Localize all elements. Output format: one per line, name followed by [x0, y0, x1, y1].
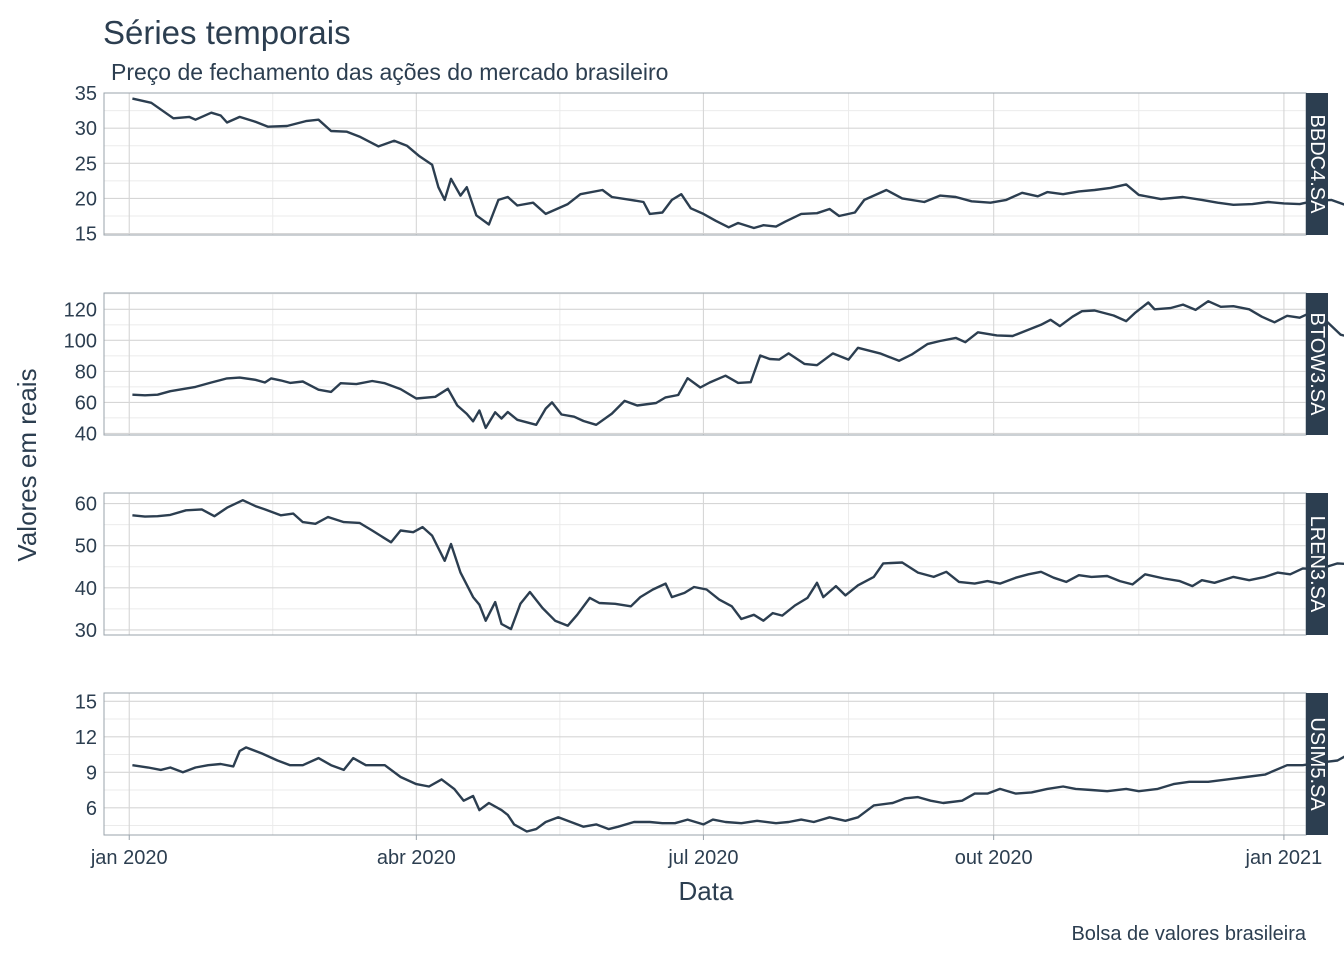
x-tick-label: out 2020 — [955, 847, 1033, 869]
facet-strip-label: BBDC4.SA — [1306, 115, 1328, 215]
y-tick-label: 60 — [75, 494, 97, 516]
x-tick-label: jan 2020 — [90, 847, 168, 869]
x-axis-ticks: jan 2020 abr 2020 jul 2020 out 2020 jan 2021 — [90, 835, 1322, 869]
x-tick-label: abr 2020 — [377, 847, 456, 869]
y-tick-label: 50 — [75, 536, 97, 558]
facet-strip — [1306, 293, 1328, 435]
facet-strip — [1306, 693, 1328, 835]
facet-strip-label: USIM5.SA — [1306, 717, 1328, 811]
y-tick-label: 30 — [75, 620, 97, 642]
x-tick-label: jan 2021 — [1245, 847, 1323, 869]
series-line — [132, 300, 1344, 430]
y-tick-label: 40 — [75, 578, 97, 600]
panel-border — [103, 292, 1307, 436]
panel-lren3-sa: 30 40 50 60 LREN3.SA — [75, 492, 1344, 642]
y-tick-label: 30 — [75, 118, 97, 140]
y-tick-label: 100 — [64, 330, 97, 352]
chart-title: Séries temporais — [103, 14, 351, 51]
y-tick-label: 15 — [75, 224, 97, 246]
x-tick-label: jul 2020 — [667, 847, 738, 869]
y-tick-label: 15 — [75, 691, 97, 713]
series-line — [132, 97, 1344, 230]
chart-subtitle: Preço de fechamento das ações do mercado… — [111, 59, 668, 85]
y-tick-label: 60 — [75, 392, 97, 414]
y-tick-label: 80 — [75, 361, 97, 383]
panel-usim5-sa: 6 9 12 15 USIM5.SA — [75, 691, 1344, 836]
panel-bbdc4-sa: 15 20 25 30 35 BBDC4.SA — [75, 83, 1344, 246]
y-tick-label: 35 — [75, 83, 97, 105]
series-line — [132, 746, 1344, 833]
y-tick-label: 25 — [75, 153, 97, 175]
y-tick-label: 20 — [75, 188, 97, 210]
y-axis-title: Valores em reais — [12, 368, 42, 561]
chart-caption: Bolsa de valores brasileira — [1071, 923, 1306, 945]
y-tick-label: 120 — [64, 299, 97, 321]
facet-strip-label: LREN3.SA — [1306, 516, 1328, 613]
facet-strip — [1306, 93, 1328, 235]
series-line — [132, 499, 1344, 631]
facet-strip — [1306, 493, 1328, 635]
panel-btow3-sa: 40 60 80 100 120 BTOW3.SA — [64, 292, 1344, 445]
y-tick-label: 40 — [75, 423, 97, 445]
y-tick-label: 12 — [75, 727, 97, 749]
facet-strip-label: BTOW3.SA — [1306, 313, 1328, 417]
x-axis-title: Data — [679, 876, 734, 906]
facet-panels: 15 20 25 30 35 BBDC4.SA 40 60 80 100 120 BTOW3.SA 30… — [64, 83, 1344, 836]
y-tick-label: 6 — [86, 798, 97, 820]
y-tick-label: 9 — [86, 762, 97, 784]
